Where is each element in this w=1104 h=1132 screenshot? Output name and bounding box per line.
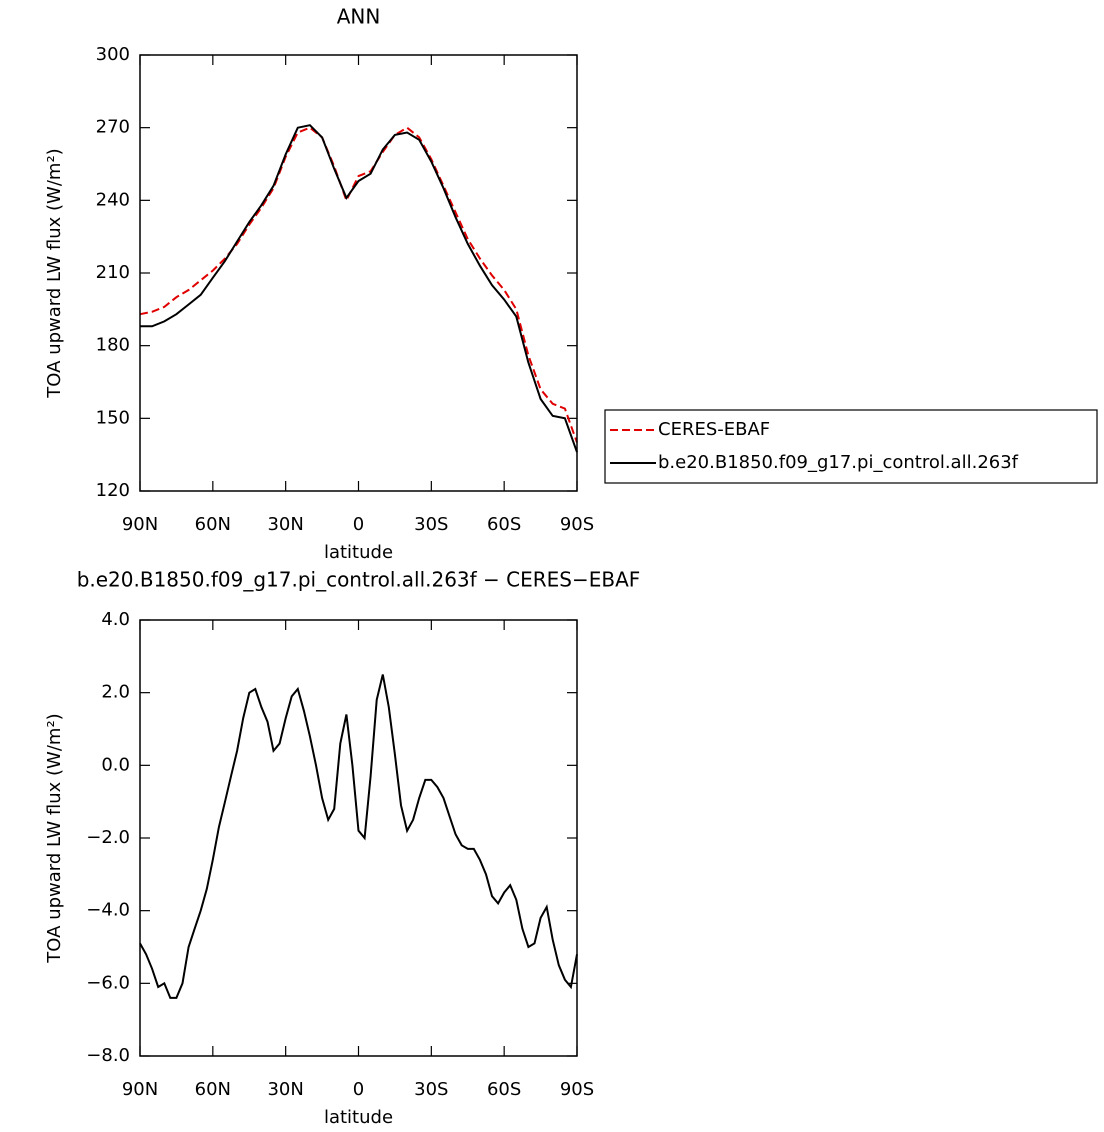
x-tick-label: 60S xyxy=(487,1079,521,1100)
x-tick-label: 60S xyxy=(487,514,521,535)
legend-label: b.e20.B1850.f09_g17.pi_control.all.263f xyxy=(658,452,1019,473)
y-tick-label: 240 xyxy=(96,189,130,210)
chart-title: ANN xyxy=(337,5,381,29)
legend-box xyxy=(604,409,1098,484)
y-tick-label: −8.0 xyxy=(86,1045,130,1066)
x-axis-label: latitude xyxy=(324,1107,393,1128)
x-tick-label: 30S xyxy=(414,514,448,535)
x-tick-label: 90N xyxy=(122,514,158,535)
x-axis-label: latitude xyxy=(324,542,393,563)
y-axis-label: TOA upward LW flux (W/m²) xyxy=(44,148,65,398)
plot-frame xyxy=(139,619,578,1057)
y-tick-label: 210 xyxy=(96,262,130,283)
x-tick-label: 0 xyxy=(353,1079,364,1100)
y-tick-label: 300 xyxy=(96,44,130,65)
x-tick-label: 90S xyxy=(560,514,594,535)
y-tick-label: −4.0 xyxy=(86,900,130,921)
y-tick-label: −2.0 xyxy=(86,827,130,848)
chart-title: b.e20.B1850.f09_g17.pi_control.all.263f … xyxy=(77,568,641,592)
x-tick-label: 30N xyxy=(267,514,303,535)
x-tick-label: 30N xyxy=(267,1079,303,1100)
y-tick-label: 2.0 xyxy=(101,682,130,703)
plot-frame xyxy=(139,54,578,492)
y-tick-label: 270 xyxy=(96,117,130,138)
x-tick-label: 90N xyxy=(122,1079,158,1100)
x-tick-label: 90S xyxy=(560,1079,594,1100)
y-tick-label: 150 xyxy=(96,407,130,428)
legend-label: CERES-EBAF xyxy=(658,419,770,440)
y-axis-label: TOA upward LW flux (W/m²) xyxy=(44,713,65,963)
x-tick-label: 60N xyxy=(195,514,231,535)
data-line xyxy=(139,126,578,443)
y-tick-label: 0.0 xyxy=(101,754,130,775)
y-tick-label: −6.0 xyxy=(86,972,130,993)
x-tick-label: 0 xyxy=(353,514,364,535)
data-line xyxy=(140,124,578,453)
x-tick-label: 30S xyxy=(414,1079,448,1100)
y-tick-label: 120 xyxy=(96,480,130,501)
y-tick-label: 4.0 xyxy=(101,609,130,630)
data-line xyxy=(139,674,578,999)
y-tick-label: 180 xyxy=(96,335,130,356)
x-tick-label: 60N xyxy=(195,1079,231,1100)
